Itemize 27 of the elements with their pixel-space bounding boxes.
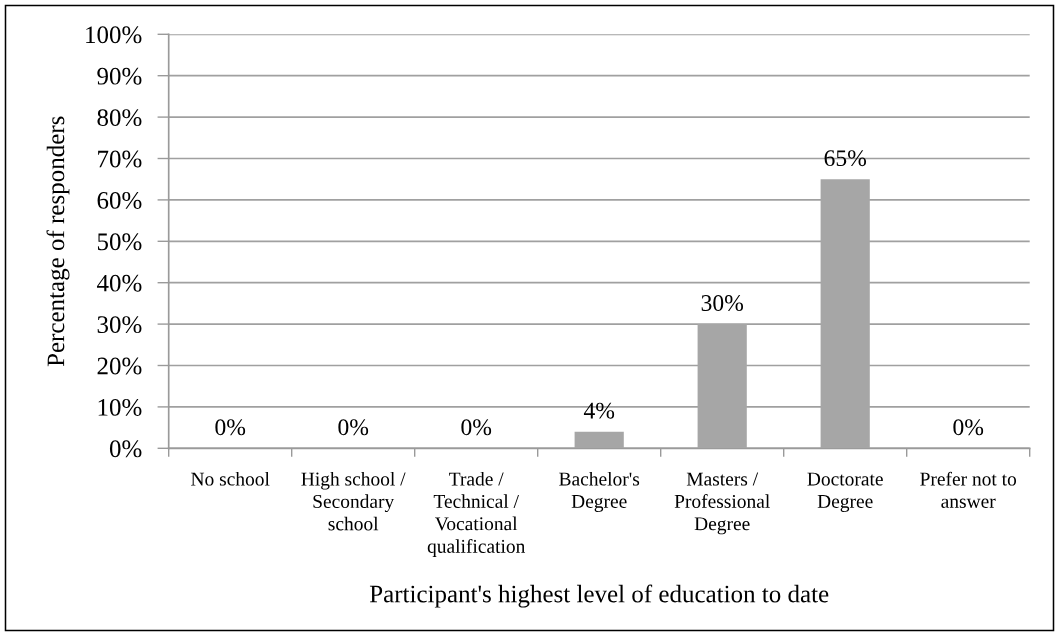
data-label: 0% [338,419,369,436]
y-tick-label: 0% [109,440,142,458]
x-tick-label: Bachelor's Degree [559,471,640,512]
y-tick-label: 90% [97,67,142,85]
x-tick-label: No school [191,471,270,486]
y-tick-label: 100% [86,26,142,44]
y-tick-label: 10% [98,398,142,416]
y-tick-label: 40% [96,274,142,292]
x-tick-label: Masters / Professional Degree [674,472,770,535]
x-tick-label: High school / Secondary school [301,471,406,531]
data-label: 0% [215,419,246,436]
data-label: 0% [461,419,492,436]
y-tick-label: 80% [97,109,142,127]
y-tick-label: 30% [97,316,142,334]
data-label: 0% [953,419,984,436]
y-tick-label: 70% [98,150,142,168]
x-tick-label: Doctorate Degree [807,472,883,512]
x-axis-title: Participant's highest level of education to date [369,584,829,608]
y-tick-label: 60% [97,191,142,209]
y-axis-title: Percentage of responders [46,116,70,367]
data-label: 65% [824,150,867,167]
data-label: 30% [701,295,744,312]
x-tick-label: Trade / Technical / Vocational qualification [427,471,526,557]
y-tick-label: 50% [97,233,142,251]
y-tick-label: 20% [97,357,142,375]
data-label: 4% [583,402,615,419]
x-tick-label: Prefer not to answer [920,471,1017,508]
